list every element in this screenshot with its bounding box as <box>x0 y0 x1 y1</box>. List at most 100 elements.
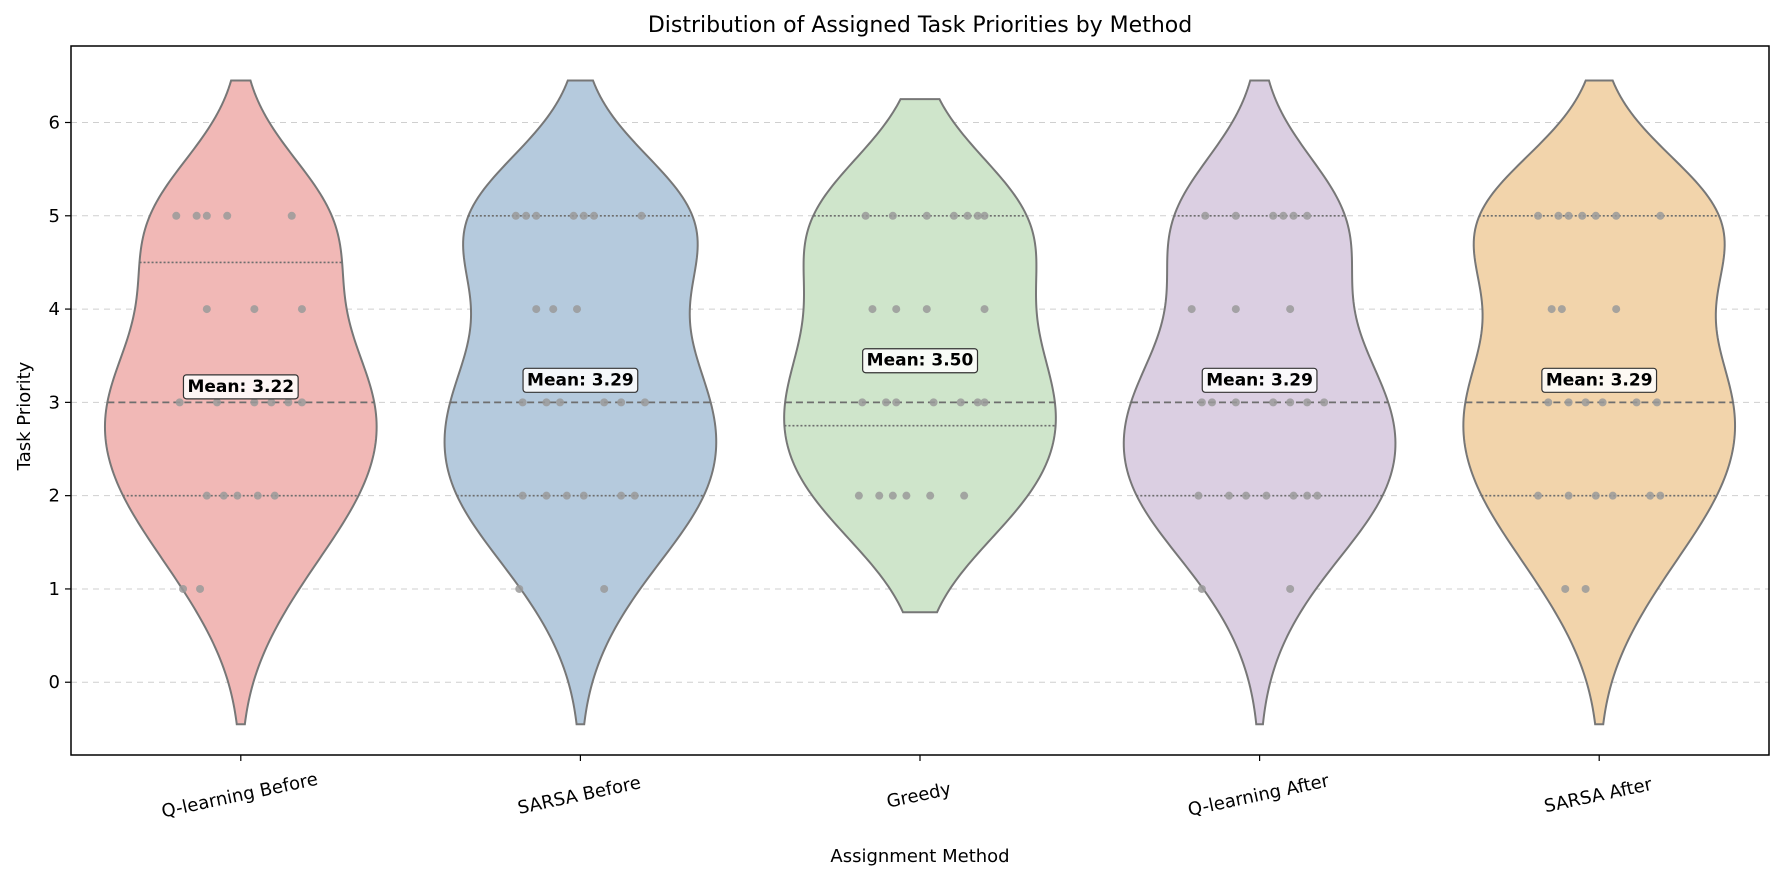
mean-label-box <box>522 367 639 393</box>
data-point <box>1656 211 1665 220</box>
data-point <box>1581 584 1590 593</box>
data-point <box>1557 305 1566 314</box>
data-point <box>549 305 558 314</box>
data-point <box>1534 491 1543 500</box>
y-axis-label: Task Priority <box>14 361 35 471</box>
data-point <box>1632 398 1641 407</box>
mean-label-box <box>182 374 299 400</box>
data-point <box>250 305 259 314</box>
data-point <box>980 398 989 407</box>
data-point <box>1225 491 1234 500</box>
data-point <box>179 584 188 593</box>
data-point <box>858 398 867 407</box>
data-point <box>532 305 541 314</box>
data-point <box>960 491 969 500</box>
data-point <box>522 211 531 220</box>
data-point <box>617 398 626 407</box>
data-point <box>875 491 884 500</box>
data-point <box>1194 491 1203 500</box>
x-tick-label: Greedy <box>885 779 953 813</box>
y-tick-label: 6 <box>49 112 60 133</box>
data-point <box>980 211 989 220</box>
y-tick-label: 4 <box>49 299 60 320</box>
mean-label-text: Mean: 3.29 <box>1546 370 1653 390</box>
data-point <box>963 211 972 220</box>
data-point <box>1598 398 1607 407</box>
x-tick-label: Q-learning After <box>1186 770 1331 821</box>
data-point <box>922 305 931 314</box>
data-point <box>630 491 639 500</box>
data-point <box>1208 398 1217 407</box>
violin-body <box>443 79 718 726</box>
data-point <box>973 398 982 407</box>
mean-label: Mean: 3.50 <box>862 348 979 374</box>
mean-label: Mean: 3.29 <box>522 367 639 393</box>
data-point <box>511 211 520 220</box>
data-point <box>515 584 524 593</box>
data-point <box>1578 211 1587 220</box>
data-point <box>1242 491 1251 500</box>
mean-label-box <box>1541 367 1658 393</box>
data-point <box>1303 211 1312 220</box>
data-point <box>949 211 958 220</box>
data-point <box>518 491 527 500</box>
mean-label: Mean: 3.22 <box>182 374 299 400</box>
data-point <box>1646 491 1655 500</box>
data-point <box>562 491 571 500</box>
mean-label-text: Mean: 3.29 <box>1206 370 1313 390</box>
data-point <box>1591 211 1600 220</box>
data-point <box>1289 211 1298 220</box>
data-point <box>532 211 541 220</box>
data-point <box>882 398 891 407</box>
data-point <box>213 398 222 407</box>
data-point <box>1554 211 1563 220</box>
data-point <box>617 491 626 500</box>
data-point <box>1303 398 1312 407</box>
data-point <box>589 211 598 220</box>
data-point <box>637 211 646 220</box>
data-point <box>202 491 211 500</box>
plot-frame <box>70 45 1770 756</box>
data-point <box>854 491 863 500</box>
data-point <box>600 398 609 407</box>
data-point <box>1534 211 1543 220</box>
data-point <box>253 491 262 500</box>
data-point <box>973 211 982 220</box>
data-point <box>888 491 897 500</box>
data-point <box>573 305 582 314</box>
data-point <box>888 211 897 220</box>
data-point <box>956 398 965 407</box>
data-point <box>892 398 901 407</box>
data-point <box>1231 211 1240 220</box>
data-point <box>1262 491 1271 500</box>
y-tick-label: 0 <box>49 672 60 693</box>
data-point <box>1269 398 1278 407</box>
data-point <box>1561 584 1570 593</box>
data-point <box>542 491 551 500</box>
data-point <box>1581 398 1590 407</box>
data-point <box>1197 398 1206 407</box>
data-point <box>233 491 242 500</box>
data-point <box>175 398 184 407</box>
data-point <box>1286 305 1295 314</box>
mean-label-text: Mean: 3.22 <box>187 377 294 397</box>
data-point <box>929 398 938 407</box>
data-point <box>1303 491 1312 500</box>
data-point <box>1197 584 1206 593</box>
data-point <box>518 398 527 407</box>
data-point <box>868 305 877 314</box>
data-point <box>861 211 870 220</box>
data-point <box>1279 211 1288 220</box>
x-tick-label: SARSA Before <box>516 772 643 819</box>
data-point <box>287 211 296 220</box>
data-point <box>1201 211 1210 220</box>
chart-title: Distribution of Assigned Task Priorities… <box>648 13 1192 38</box>
mean-label: Mean: 3.29 <box>1201 367 1318 393</box>
x-tick-label: SARSA After <box>1542 774 1654 817</box>
data-point <box>1187 305 1196 314</box>
data-point <box>892 305 901 314</box>
data-point <box>196 584 205 593</box>
data-point <box>902 491 911 500</box>
